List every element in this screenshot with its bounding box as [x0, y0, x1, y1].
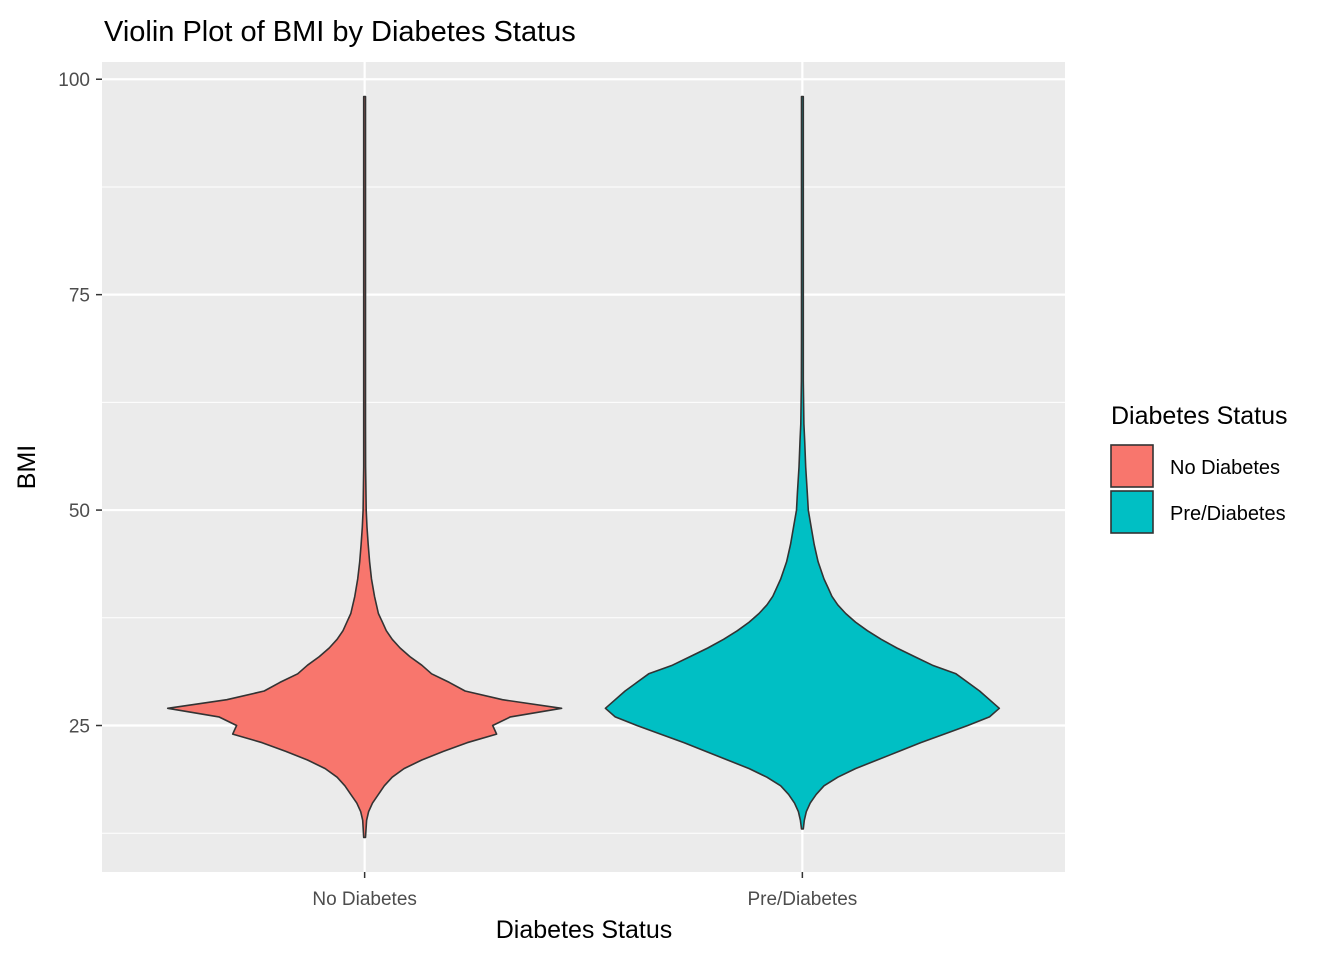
legend-swatch — [1110, 490, 1154, 534]
legend-title: Diabetes Status — [1111, 402, 1288, 430]
x-tick-label: Pre/Diabetes — [747, 889, 857, 910]
x-tick-label: No Diabetes — [312, 889, 417, 910]
legend-label: No Diabetes — [1170, 457, 1280, 479]
plot-panel — [102, 62, 1065, 872]
y-tick-label: 75 — [69, 286, 90, 307]
chart-title: Violin Plot of BMI by Diabetes Status — [104, 16, 576, 48]
y-tick-label: 100 — [58, 70, 90, 91]
legend-label: Pre/Diabetes — [1170, 503, 1286, 525]
violin-no-diabetes — [166, 95, 563, 839]
violin-pre-diabetes — [604, 95, 1001, 830]
y-axis-title: BMI — [13, 445, 41, 489]
y-tick-label: 50 — [69, 501, 90, 522]
x-axis-title: Diabetes Status — [496, 916, 673, 944]
legend: Diabetes Status No Diabetes Pre/Diabetes — [1110, 402, 1288, 534]
violins — [166, 95, 1001, 839]
legend-swatch — [1110, 444, 1154, 488]
y-tick-label: 25 — [69, 717, 90, 738]
axes: 25 50 75 100 No Diabetes Pre/Diabetes — [58, 70, 857, 910]
